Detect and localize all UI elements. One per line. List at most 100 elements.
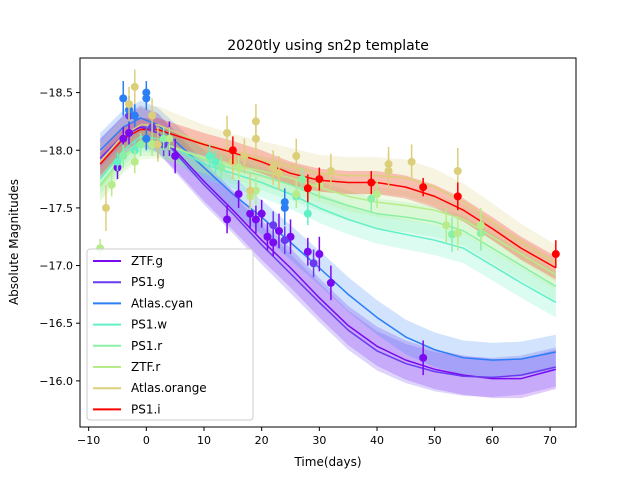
point-atlas-orange <box>407 144 416 180</box>
y-tick-label: −17.5 <box>39 202 73 215</box>
plot-frame <box>79 57 577 428</box>
point-ps1-r <box>159 127 168 151</box>
band-atlas-cyan <box>100 100 556 378</box>
point-ps1-r <box>136 132 145 157</box>
point-ps1-g <box>309 249 318 278</box>
legend-label-ztf-r: ZTF.r <box>131 360 160 374</box>
y-tick-label: −18.5 <box>39 87 73 100</box>
point-ps1-i <box>419 177 428 197</box>
point-ps1-i <box>315 167 324 191</box>
point-ztf-r <box>251 176 260 205</box>
point-ztf-g <box>234 180 243 208</box>
band-ps1-g <box>100 105 556 398</box>
point-atlas-cyan <box>142 127 151 151</box>
x-tick-label: 30 <box>312 434 326 447</box>
point-ztf-g <box>315 236 324 272</box>
legend-label-ps1-g: PS1.g <box>131 275 165 289</box>
point-ps1-w <box>205 144 214 168</box>
point-ps1-r <box>119 144 128 168</box>
point-atlas-cyan <box>130 104 139 128</box>
point-atlas-orange <box>240 138 249 174</box>
point-ztf-r <box>292 180 301 208</box>
point-atlas-orange <box>269 150 278 185</box>
point-ztf-g <box>286 219 295 255</box>
point-ztf-r <box>453 215 462 251</box>
point-ztf-g <box>263 222 272 251</box>
point-ps1-r <box>217 156 226 180</box>
x-tick-label: 50 <box>428 434 442 447</box>
point-ps1-g <box>269 211 278 240</box>
point-ztf-g <box>251 205 260 234</box>
point-ztf-r <box>373 180 382 208</box>
point-atlas-orange <box>292 138 301 174</box>
point-ztf-r <box>165 127 174 151</box>
point-ps1-i <box>367 171 376 195</box>
x-tick-label: 60 <box>485 434 499 447</box>
legend-label-atlas-cyan: Atlas.cyan <box>131 296 193 310</box>
x-tick-label: 40 <box>370 434 384 447</box>
point-ztf-g <box>326 265 335 301</box>
point-atlas-orange <box>251 121 260 157</box>
point-ztf-g <box>171 138 180 174</box>
x-tick-label: 70 <box>543 434 557 447</box>
point-atlas-orange <box>246 173 255 208</box>
point-ps1-w <box>211 150 220 174</box>
point-ps1-i <box>228 136 237 165</box>
point-atlas-orange <box>125 86 134 122</box>
point-ps1-i <box>303 174 312 203</box>
point-ps1-r <box>298 167 307 191</box>
band-ps1-r <box>100 126 556 302</box>
chart-title: 2020tly using sn2p template <box>227 38 429 54</box>
point-ztf-g <box>303 237 312 266</box>
band-ztf-g <box>100 107 556 399</box>
point-ztf-g <box>223 205 232 234</box>
point-ps1-i <box>453 182 462 211</box>
point-atlas-orange <box>326 153 335 189</box>
y-axis-label: Absolute Magnitudes <box>7 179 21 305</box>
x-tick-label: −10 <box>77 434 100 447</box>
point-ztf-g <box>125 121 134 145</box>
x-tick-label: 20 <box>255 434 269 447</box>
point-ztf-r <box>107 173 116 197</box>
line-ps1-g <box>99 124 556 379</box>
point-atlas-orange <box>274 156 283 191</box>
band-ps1-w <box>100 121 556 318</box>
x-axis: −10 0 10 20 30 40 50 60 70 <box>77 427 557 447</box>
point-atlas-cyan <box>142 86 151 110</box>
point-atlas-orange <box>130 69 139 105</box>
x-axis-label: Time(days) <box>293 455 361 469</box>
y-tick-label: −18.0 <box>39 144 73 157</box>
legend-label-ps1-i: PS1.i <box>131 402 161 416</box>
legend-label-ps1-r: PS1.r <box>131 339 162 353</box>
point-ps1-i <box>551 240 560 268</box>
point-ztf-g <box>257 199 266 228</box>
point-ztf-r <box>476 207 485 243</box>
point-atlas-orange <box>101 184 110 231</box>
plot-area <box>96 69 560 399</box>
point-ztf-g <box>419 340 428 376</box>
legend-label-ps1-w: PS1.w <box>131 318 167 332</box>
point-atlas-orange <box>153 127 162 162</box>
point-atlas-orange <box>148 98 157 133</box>
band-ztf-r <box>100 128 556 290</box>
y-tick-label: −17.0 <box>39 260 73 273</box>
band-atlas-orange <box>100 106 556 282</box>
line-ps1-w <box>99 135 557 304</box>
point-atlas-orange <box>384 146 393 182</box>
point-atlas-cyan <box>280 188 289 216</box>
point-ps1-w <box>113 152 122 172</box>
point-ps1-w <box>303 202 312 226</box>
line-atlas-cyan <box>99 117 556 361</box>
point-atlas-orange <box>223 115 232 151</box>
legend-label-atlas-orange: Atlas.orange <box>131 381 207 395</box>
point-ps1-g <box>280 226 289 255</box>
observations <box>96 69 560 376</box>
point-ztf-r <box>234 156 243 180</box>
x-tick-label: 0 <box>143 434 150 447</box>
point-ztf-r <box>130 150 139 174</box>
x-tick-label: 10 <box>197 434 211 447</box>
point-ztf-r <box>442 207 451 243</box>
point-atlas-cyan <box>119 81 128 116</box>
y-tick-label: −16.0 <box>39 375 73 388</box>
